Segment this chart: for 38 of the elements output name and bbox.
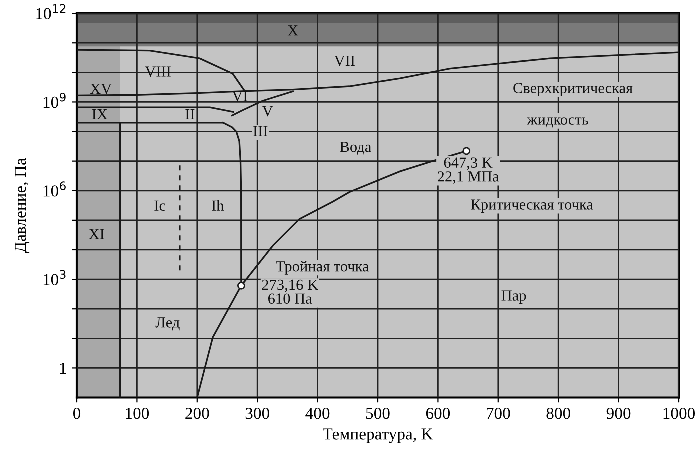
x-tick-label: 1000 [664, 408, 696, 420]
annotation: 647,3 K 22,1 МПа [438, 158, 500, 184]
annotation: IX [92, 109, 108, 120]
annotation: жидкость [527, 118, 588, 128]
annotation: III [254, 126, 268, 136]
annotation: VI [232, 91, 248, 102]
y-tick-label: 10$^{12}$ [36, 4, 66, 20]
annotation: II [186, 109, 195, 120]
annotation: 273,16 K 610 Па [262, 280, 318, 304]
x-tick-label: 400 [306, 408, 330, 420]
y-axis-title: Давление, Па [15, 158, 30, 254]
annotation: Сверхкритическая [514, 83, 633, 97]
x-tick-label: 100 [126, 408, 150, 420]
y-tick-label: 10$^{9}$ [44, 92, 66, 108]
annotation: Ih [212, 200, 224, 211]
annotation: X [288, 26, 298, 36]
annotation: XV [90, 84, 112, 94]
x-tick-label: 300 [246, 408, 270, 420]
annotation: Лед [156, 318, 180, 331]
y-tick-label: 10$^{6}$ [44, 182, 66, 197]
x-tick-label: 500 [366, 408, 390, 420]
annotation: XI [89, 229, 104, 240]
x-tick-label: 600 [426, 408, 450, 420]
x-tick-label: 200 [186, 408, 210, 420]
y-tick-label: 1 [60, 362, 66, 374]
annotation: Критическая точка [471, 200, 594, 213]
annotation: Тройная точка [276, 261, 370, 275]
x-axis-title: Температура, K [323, 428, 434, 444]
x-tick-label: 800 [546, 408, 570, 420]
x-tick-label: 900 [606, 408, 631, 420]
annotation: Пар [502, 290, 526, 304]
x-tick-label: 700 [487, 408, 510, 420]
annotation: V [262, 106, 274, 117]
annotation: Ic [154, 200, 166, 212]
y-tick-label: 10$^{3}$ [44, 270, 66, 286]
annotation: VII [334, 56, 355, 66]
x-tick-label: 0 [73, 408, 81, 420]
annotation: Вода [340, 142, 372, 156]
